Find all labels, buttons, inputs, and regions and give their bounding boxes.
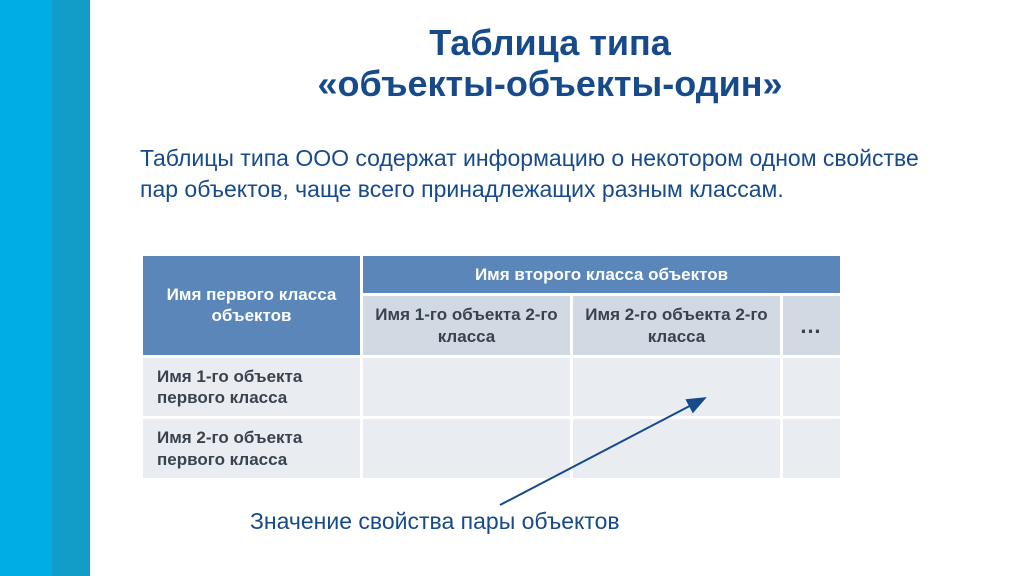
cell-2-3 <box>782 418 842 480</box>
top-header: Имя второго класса объектов <box>362 255 842 295</box>
sub-header-1: Имя 1-го объекта 2-го класса <box>362 295 572 357</box>
row-label-2: Имя 2-го объекта первого класса <box>142 418 362 480</box>
slide: Таблица типа «объекты-объекты-один» Табл… <box>0 0 1024 576</box>
cell-1-2 <box>572 356 782 418</box>
stripe-outer <box>0 0 52 576</box>
slide-title: Таблица типа «объекты-объекты-один» <box>150 22 950 105</box>
sub-header-ellipsis: … <box>782 295 842 357</box>
ooo-table: Имя первого класса объектов Имя второго … <box>140 253 843 481</box>
stripe-inner <box>52 0 90 576</box>
caption: Значение свойства пары объектов <box>250 508 620 535</box>
table-container: Имя первого класса объектов Имя второго … <box>140 253 843 481</box>
cell-1-1 <box>362 356 572 418</box>
left-stripe <box>0 0 90 576</box>
sub-header-2: Имя 2-го объекта 2-го класса <box>572 295 782 357</box>
slide-description: Таблицы типа ООО содержат информацию о н… <box>140 143 920 205</box>
row-label-1: Имя 1-го объекта первого класса <box>142 356 362 418</box>
cell-2-2 <box>572 418 782 480</box>
title-line1: Таблица типа <box>429 22 671 63</box>
title-line2: «объекты-объекты-один» <box>317 63 782 104</box>
cell-1-3 <box>782 356 842 418</box>
corner-header: Имя первого класса объектов <box>142 255 362 357</box>
cell-2-1 <box>362 418 572 480</box>
